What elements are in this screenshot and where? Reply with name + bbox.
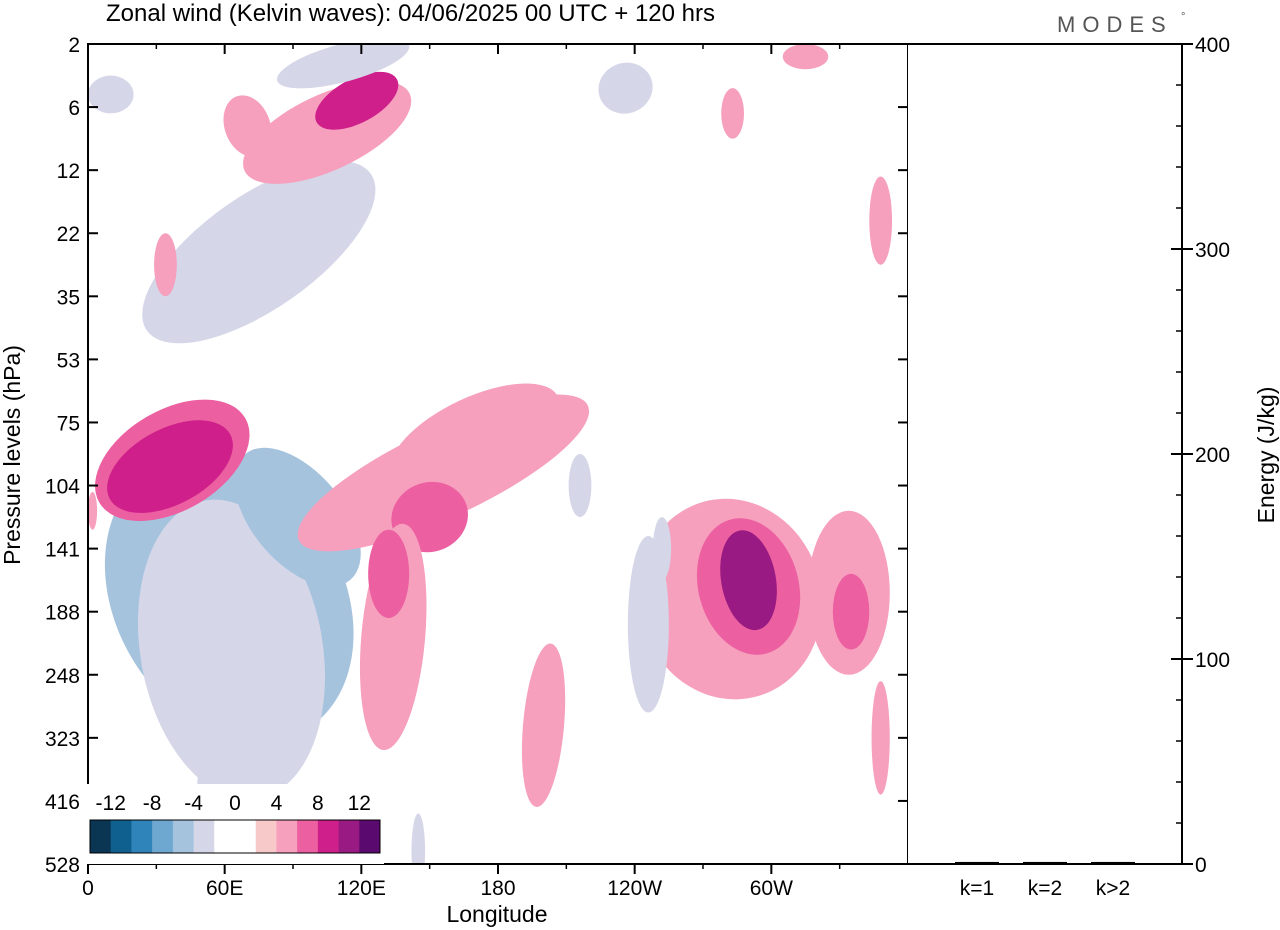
y-tick-label: 104 bbox=[45, 476, 80, 499]
colorbar-label: -4 bbox=[184, 792, 203, 815]
wind-contour-25 bbox=[521, 643, 566, 807]
energy-tick-label: 0 bbox=[1195, 854, 1207, 877]
y-tick-label: 188 bbox=[45, 602, 80, 625]
wind-contour-11 bbox=[276, 44, 410, 89]
x-tick-label: 60E bbox=[206, 877, 243, 900]
energy-x-categories: k=1 k=2 k>2 bbox=[960, 877, 1130, 900]
y-tick-label: 35 bbox=[57, 286, 80, 309]
y-tick-label: 141 bbox=[45, 539, 80, 562]
colorbar-swatch-8 bbox=[255, 820, 277, 853]
wind-contour-22 bbox=[832, 573, 870, 650]
energy-tick-label: 100 bbox=[1195, 649, 1230, 672]
colorbar-swatch-11 bbox=[317, 820, 339, 853]
wind-contour-26 bbox=[871, 681, 890, 795]
wind-contour-17 bbox=[368, 529, 410, 618]
wind-contour-4 bbox=[234, 447, 361, 587]
y-tick-label: 416 bbox=[45, 791, 80, 814]
colorbar-swatch-10 bbox=[297, 820, 319, 853]
energy-bar-plot: 0 100 200 300 400 k=1 k=2 k>2 Energy (J/kg) bbox=[908, 34, 1279, 900]
wind-contour-20 bbox=[720, 530, 777, 631]
colorbar-swatch-1 bbox=[110, 820, 132, 853]
y-tick-label: 248 bbox=[45, 665, 80, 688]
colorbar-swatch-13 bbox=[359, 820, 381, 853]
energy-bar-k=2 bbox=[1023, 861, 1067, 864]
energy-category-label: k=1 bbox=[960, 877, 994, 900]
wind-contour-32 bbox=[88, 491, 98, 530]
x-tick-label: 180 bbox=[480, 877, 515, 900]
y-tick-label: 75 bbox=[57, 412, 80, 435]
energy-y-axis: 0 100 200 300 400 bbox=[1171, 34, 1230, 877]
colorbar-label: 8 bbox=[312, 792, 324, 815]
x-axis: 0 60E 120E 180 120W 60W bbox=[82, 44, 841, 900]
y-tick-label: 6 bbox=[68, 97, 80, 120]
y-tick-label: 323 bbox=[45, 728, 80, 751]
wind-contour-35 bbox=[411, 813, 426, 864]
wind-contour-24 bbox=[652, 517, 672, 581]
wind-contour-12 bbox=[88, 75, 134, 114]
x-tick-label: 0 bbox=[82, 877, 94, 900]
chart-title: Zonal wind (Kelvin waves): 04/06/2025 00… bbox=[106, 0, 715, 27]
wind-contour-7 bbox=[142, 161, 376, 344]
colorbar-label: 12 bbox=[348, 792, 371, 815]
wind-contour-28 bbox=[154, 233, 177, 297]
energy-tick-label: 200 bbox=[1195, 444, 1230, 467]
energy-axis-title: Energy (J/kg) bbox=[1253, 387, 1279, 524]
wind-contour-29 bbox=[598, 62, 653, 114]
wind-contour-6 bbox=[107, 420, 233, 513]
colorbar-swatch-4 bbox=[172, 820, 194, 853]
wind-contour-34 bbox=[568, 454, 592, 518]
colorbar-legend: -12 -8 -4 0 4 8 12 bbox=[86, 784, 384, 864]
x-axis-title: Longitude bbox=[446, 901, 547, 927]
wind-contour-30 bbox=[782, 44, 829, 70]
energy-tick-label: 400 bbox=[1195, 34, 1230, 57]
colorbar-swatch-3 bbox=[152, 820, 174, 853]
y-tick-label: 528 bbox=[45, 854, 80, 877]
colorbar-swatch-2 bbox=[131, 820, 153, 853]
energy-bars bbox=[955, 861, 1135, 864]
logo-trademark-mark: ° bbox=[1181, 11, 1185, 23]
colorbar-swatch-7 bbox=[235, 820, 257, 853]
wind-contour-10 bbox=[315, 71, 399, 130]
wind-contour-27 bbox=[223, 95, 272, 157]
colorbar-label: -12 bbox=[96, 792, 126, 815]
colorbar-swatch-12 bbox=[338, 820, 360, 853]
energy-category-label: k=2 bbox=[1028, 877, 1062, 900]
colorbar-swatch-5 bbox=[193, 820, 215, 853]
energy-tick-label: 300 bbox=[1195, 239, 1230, 262]
x-tick-label: 60W bbox=[750, 877, 793, 900]
colorbar-swatch-0 bbox=[90, 820, 112, 853]
y-tick-label: 2 bbox=[68, 34, 80, 57]
wind-contour-23 bbox=[627, 536, 669, 713]
energy-category-label: k>2 bbox=[1096, 877, 1130, 900]
wind-contour-33 bbox=[721, 88, 744, 139]
energy-plot-background bbox=[908, 44, 1182, 864]
y-tick-label: 22 bbox=[57, 223, 80, 246]
y-tick-label: 53 bbox=[57, 349, 80, 372]
x-tick-label: 120E bbox=[337, 877, 386, 900]
wind-contours bbox=[88, 44, 893, 864]
wind-contour-31 bbox=[869, 176, 893, 265]
colorbar-swatch-6 bbox=[214, 820, 236, 853]
x-tick-label: 120W bbox=[607, 877, 662, 900]
y-tick-label: 12 bbox=[57, 160, 80, 183]
modes-logo: MODES bbox=[1057, 12, 1173, 37]
colorbar-label: 0 bbox=[229, 792, 241, 815]
heatmap-plot: 0 60E 120E 180 120W 60W 2 6 12 22 35 53 75 104 141 188… bbox=[0, 34, 909, 927]
energy-bar-k=1 bbox=[955, 861, 999, 864]
colorbar-frame bbox=[89, 819, 381, 854]
y-axis-title: Pressure levels (hPa) bbox=[0, 345, 25, 565]
energy-bar-k>2 bbox=[1091, 861, 1135, 864]
wind-contour-14 bbox=[391, 383, 560, 487]
colorbar-swatch-9 bbox=[276, 820, 298, 853]
colorbar-label: -8 bbox=[143, 792, 162, 815]
colorbar-label: 4 bbox=[271, 792, 283, 815]
